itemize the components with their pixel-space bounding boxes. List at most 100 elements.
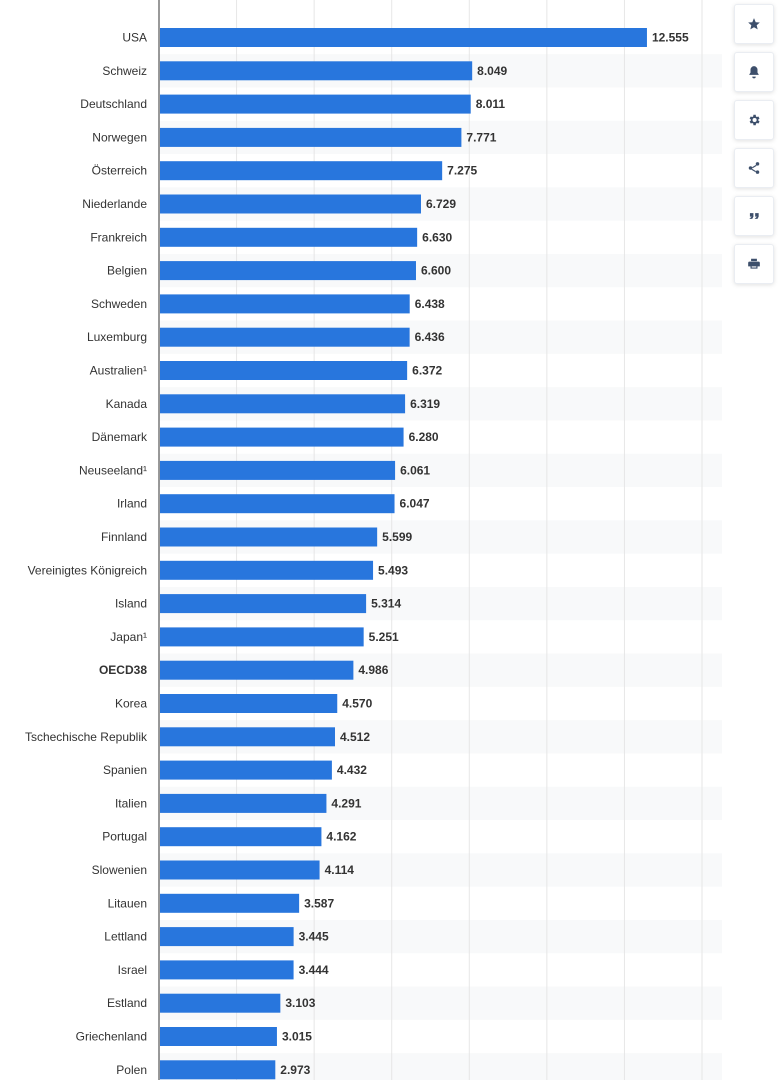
value-label: 4.162: [326, 830, 356, 844]
value-label: 4.291: [331, 796, 361, 810]
value-label: 7.275: [447, 164, 477, 178]
value-label: 6.438: [415, 297, 445, 311]
category-label: Schweiz: [102, 64, 147, 78]
value-label: 5.493: [378, 563, 408, 577]
category-label: Frankreich: [90, 230, 147, 244]
bar[interactable]: [160, 460, 396, 480]
bar[interactable]: [160, 127, 462, 147]
category-label: OECD38: [99, 663, 147, 677]
value-label: 5.251: [369, 630, 399, 644]
bar[interactable]: [160, 660, 354, 680]
category-labels: USA Schweiz Deutschland Norwegen Österreich N…: [25, 31, 148, 1077]
category-label: Kanada: [106, 397, 148, 411]
category-label: Estland: [107, 996, 147, 1010]
bar[interactable]: [160, 927, 294, 947]
category-label: Neuseeland¹: [79, 463, 147, 477]
bar[interactable]: [160, 627, 364, 647]
category-label: Vereinigtes Königreich: [28, 563, 147, 577]
bar[interactable]: [160, 727, 336, 747]
bar[interactable]: [160, 361, 408, 380]
value-label: 3.445: [299, 930, 329, 944]
bar[interactable]: [160, 993, 281, 1013]
gear-icon: [749, 114, 760, 126]
category-label: Litauen: [108, 896, 147, 910]
bar[interactable]: [160, 294, 410, 314]
notification-button[interactable]: [734, 52, 774, 92]
settings-button[interactable]: [734, 100, 774, 140]
bar[interactable]: [160, 760, 332, 780]
bar[interactable]: [160, 793, 327, 813]
category-label: Lettland: [104, 930, 147, 944]
value-label: 2.973: [280, 1063, 310, 1077]
bar[interactable]: [160, 494, 395, 514]
category-label: Australien¹: [90, 364, 147, 378]
value-label: 3.103: [285, 996, 315, 1010]
bar[interactable]: [160, 427, 404, 447]
value-label: 3.444: [299, 963, 329, 977]
value-label: 8.049: [477, 64, 507, 78]
value-label: 6.047: [400, 497, 430, 511]
star-icon: [748, 18, 760, 30]
value-label: 4.432: [337, 763, 367, 777]
category-label: Japan¹: [110, 630, 147, 644]
value-label: 6.061: [400, 463, 430, 477]
value-label: 5.314: [371, 597, 401, 611]
bar[interactable]: [160, 227, 418, 247]
value-label: 3.587: [304, 896, 334, 910]
category-label: Belgien: [107, 264, 147, 278]
value-label: 6.280: [409, 430, 439, 444]
value-label: 6.319: [410, 397, 440, 411]
bar[interactable]: [160, 194, 421, 214]
category-label: Finnland: [101, 530, 147, 544]
category-label: Italien: [115, 796, 147, 810]
value-label: 4.512: [340, 730, 370, 744]
bar[interactable]: [160, 261, 416, 281]
value-label: 6.729: [426, 197, 456, 211]
category-label: Polen: [116, 1063, 147, 1077]
bar[interactable]: [160, 327, 410, 347]
value-label: 4.986: [358, 663, 388, 677]
category-label: Niederlande: [82, 197, 147, 211]
share-icon: [748, 162, 760, 174]
bar[interactable]: [160, 161, 443, 181]
quote-icon: [749, 213, 759, 219]
category-label: Luxemburg: [87, 330, 147, 344]
cite-button[interactable]: [734, 196, 774, 236]
value-label: 12.555: [652, 31, 689, 45]
bar[interactable]: [160, 394, 406, 414]
favorite-button[interactable]: [734, 4, 774, 44]
category-label: Norwegen: [92, 130, 147, 144]
category-label: Österreich: [92, 164, 147, 178]
bar[interactable]: [160, 860, 320, 880]
value-label: 4.114: [325, 863, 355, 877]
bar[interactable]: [160, 893, 300, 913]
category-label: Portugal: [102, 830, 147, 844]
value-label: 3.015: [282, 1030, 312, 1044]
value-label: 7.771: [466, 130, 496, 144]
bar[interactable]: [160, 28, 647, 47]
category-label: Slowenien: [92, 863, 147, 877]
bar[interactable]: [160, 560, 374, 580]
bar[interactable]: [160, 827, 322, 847]
value-label: 6.436: [415, 330, 445, 344]
bar[interactable]: [160, 1060, 276, 1080]
value-label: 5.599: [382, 530, 412, 544]
bar[interactable]: [160, 61, 473, 81]
share-button[interactable]: [734, 148, 774, 188]
category-label: Dänemark: [92, 430, 148, 444]
print-button[interactable]: [734, 244, 774, 284]
bar[interactable]: [160, 94, 471, 114]
bar[interactable]: [160, 594, 367, 614]
bar[interactable]: [160, 960, 294, 980]
bell-icon: [749, 66, 759, 79]
bar[interactable]: [160, 1027, 277, 1046]
value-label: 4.570: [342, 697, 372, 711]
category-label: Spanien: [103, 763, 147, 777]
value-label: 6.600: [421, 264, 451, 278]
category-label: Deutschland: [80, 97, 147, 111]
value-label: 6.372: [412, 364, 442, 378]
bar[interactable]: [160, 694, 338, 713]
category-label: USA: [122, 31, 147, 45]
value-label: 8.011: [476, 97, 506, 111]
bar[interactable]: [160, 527, 378, 547]
